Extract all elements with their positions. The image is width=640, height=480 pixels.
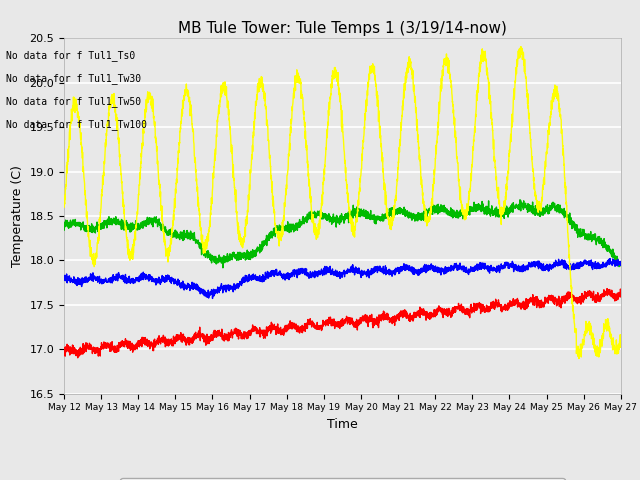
Text: No data for f Tul1_Tw100: No data for f Tul1_Tw100 xyxy=(6,119,147,130)
Title: MB Tule Tower: Tule Temps 1 (3/19/14-now): MB Tule Tower: Tule Temps 1 (3/19/14-now… xyxy=(178,21,507,36)
Text: No data for f Tul1_Tw50: No data for f Tul1_Tw50 xyxy=(6,96,141,107)
Y-axis label: Temperature (C): Temperature (C) xyxy=(11,165,24,267)
Text: No data for f Tul1_Ts0: No data for f Tul1_Ts0 xyxy=(6,49,136,60)
X-axis label: Time: Time xyxy=(327,418,358,431)
Text: No data for f Tul1_Tw30: No data for f Tul1_Tw30 xyxy=(6,72,141,84)
Legend: Tul1_Ts-32, Tul1_Ts-16, Tul1_Ts-8, Tul1_Tw+10: Tul1_Ts-32, Tul1_Ts-16, Tul1_Ts-8, Tul1_… xyxy=(120,478,564,480)
